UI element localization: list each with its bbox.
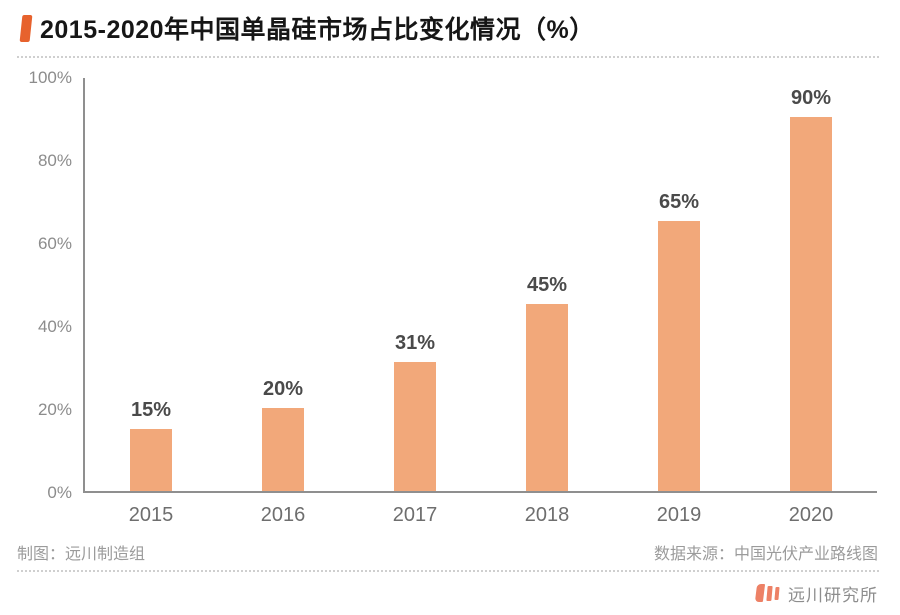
y-tick-label: 20%	[37, 400, 72, 419]
x-tick-label: 2019	[656, 504, 702, 526]
bar-2015	[130, 429, 172, 491]
y-axis-labels: 0% 20% 40% 60% 80% 100%	[0, 68, 72, 502]
bar-2020	[790, 117, 832, 491]
x-tick-label: 2017	[392, 504, 438, 526]
chart-credit: 制图：远川制造组	[17, 546, 146, 563]
bar-group-2017: 31% 2017	[349, 78, 481, 526]
x-tick-label: 2016	[260, 504, 306, 526]
x-tick-label: 2015	[128, 504, 174, 526]
bar-group-2019: 65% 2019	[613, 78, 745, 526]
y-tick-label: 80%	[37, 151, 72, 170]
bar-group-2018: 45% 2018	[481, 78, 613, 526]
brand-name: 远川研究所	[788, 585, 878, 605]
x-tick-label: 2020	[788, 504, 834, 526]
bar-group-2020: 90% 2020	[745, 78, 877, 526]
bar-slots: 15% 2015 20% 2016 31% 2017 45% 2018 65% 2019 90% 20…	[85, 78, 877, 526]
brand-footer: 远川研究所	[754, 581, 878, 605]
bar-value-label: 31%	[394, 332, 436, 354]
y-tick-label: 60%	[37, 234, 72, 253]
x-tick-label: 2018	[524, 504, 570, 526]
bar-group-2016: 20% 2016	[217, 78, 349, 526]
bar-2019	[658, 221, 700, 491]
bar-2018	[526, 304, 568, 491]
bar-value-label: 15%	[130, 399, 172, 421]
title-accent-bar-icon	[19, 14, 33, 42]
chart-title: 2015-2020年中国单晶硅市场占比变化情况（%）	[40, 16, 595, 44]
footer-divider	[17, 570, 879, 572]
bar-value-label: 90%	[790, 87, 832, 109]
y-tick-label: 100%	[28, 68, 72, 87]
bar-group-2015: 15% 2015	[85, 78, 217, 526]
plot-area: 15% 2015 20% 2016 31% 2017 45% 2018 65% 2019 90% 20…	[83, 78, 877, 526]
bar-2017	[394, 362, 436, 491]
bar-2016	[262, 408, 304, 491]
bar-value-label: 45%	[526, 274, 568, 296]
bar-value-label: 65%	[658, 191, 700, 213]
header-divider	[17, 56, 879, 58]
bar-value-label: 20%	[262, 378, 304, 400]
y-tick-label: 40%	[37, 317, 72, 336]
y-tick-label: 0%	[47, 483, 72, 502]
yuanchuan-logo-icon	[754, 584, 780, 602]
data-source: 数据来源：中国光伏产业路线图	[653, 546, 878, 563]
chart-header: 2015-2020年中国单晶硅市场占比变化情况（%）	[19, 10, 595, 46]
